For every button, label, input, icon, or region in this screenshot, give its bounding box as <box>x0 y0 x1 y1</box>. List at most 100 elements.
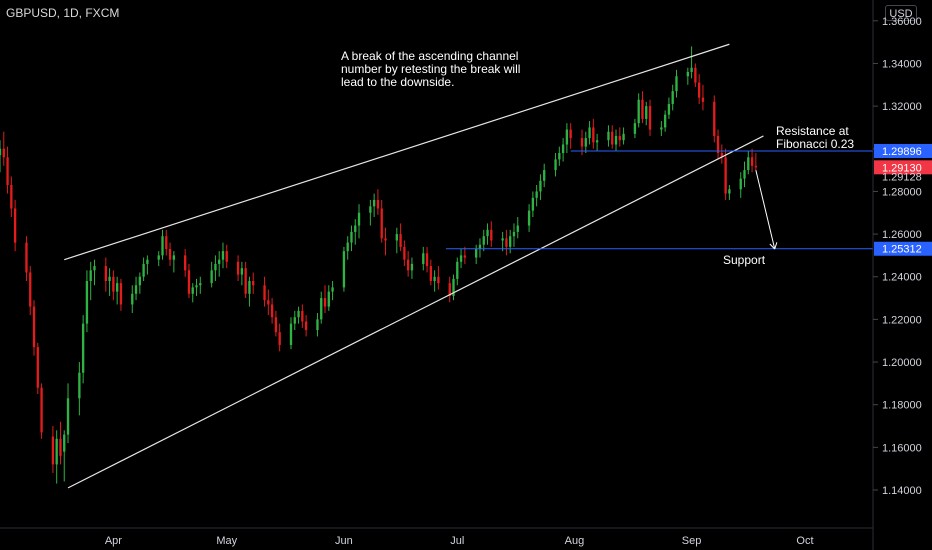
candle-body <box>327 291 330 307</box>
x-tick-label: Oct <box>796 535 813 547</box>
down-arrow-shaft <box>755 169 776 250</box>
candle-body <box>138 276 142 286</box>
candle-body <box>146 259 149 264</box>
candle-body <box>221 251 225 260</box>
candle-body <box>463 255 467 258</box>
candle-body <box>32 306 36 348</box>
candle-body <box>89 270 92 281</box>
candles <box>0 46 758 484</box>
candle-body <box>0 148 2 156</box>
candle-body <box>403 246 406 260</box>
candle-body <box>558 153 561 160</box>
x-tick-label: Jun <box>335 535 353 547</box>
candle-body <box>531 197 535 211</box>
candle-body <box>119 283 123 305</box>
price-badge-label: 1.25312 <box>882 244 922 256</box>
candle-body <box>713 101 716 136</box>
candle-body <box>422 253 425 264</box>
candle-body <box>505 238 508 247</box>
candle-body <box>694 67 697 83</box>
candle-body <box>304 321 308 331</box>
candle-body <box>452 278 455 296</box>
candle-body <box>25 242 28 273</box>
candle-body <box>512 231 516 237</box>
candle-body <box>607 131 610 141</box>
candle-body <box>85 280 89 324</box>
candle-body <box>78 372 81 399</box>
candle-body <box>686 71 689 77</box>
candle-body <box>641 99 644 119</box>
candle-body <box>36 347 39 388</box>
candle-body <box>509 236 512 247</box>
candle-body <box>622 133 625 141</box>
candle-body <box>184 255 187 271</box>
candle-body <box>592 127 595 143</box>
candle-body <box>425 253 429 267</box>
candle-body <box>350 231 353 243</box>
candle-body <box>750 157 754 166</box>
candle-body <box>320 298 323 320</box>
resistance-note: Resistance at Fibonacci 0.23 <box>776 124 855 151</box>
candle-body <box>274 317 278 333</box>
candle-body <box>357 212 361 226</box>
candle-body <box>244 268 247 294</box>
price-badge-label: 1.29128 <box>882 171 922 183</box>
candle-body <box>501 238 504 241</box>
candle-body <box>448 283 451 296</box>
candle-body <box>225 251 228 262</box>
candle-body <box>55 438 58 465</box>
candle-body <box>372 199 376 207</box>
price-badge-label: 1.29896 <box>882 146 922 158</box>
candle-body <box>384 238 387 241</box>
y-tick-label: 1.28000 <box>882 186 922 198</box>
candle-body <box>210 270 213 284</box>
candle-body <box>161 236 164 256</box>
candle-body <box>376 199 380 209</box>
candle-body <box>6 157 9 186</box>
y-tick-label: 1.36000 <box>882 16 922 28</box>
candle-body <box>354 225 357 232</box>
candle-body <box>81 323 85 373</box>
candle-body <box>482 236 485 245</box>
candle-body <box>701 97 705 102</box>
price-badge <box>874 160 932 175</box>
y-tick-label: 1.26000 <box>882 229 922 241</box>
candle-body <box>433 276 436 281</box>
candle-body <box>248 280 251 294</box>
candle-body <box>63 434 66 452</box>
y-tick-label: 1.16000 <box>882 442 922 454</box>
candle-body <box>406 259 410 271</box>
candle-body <box>187 270 191 294</box>
candle-body <box>595 140 599 143</box>
candle-body <box>429 266 433 281</box>
candle-body <box>93 266 96 271</box>
candle-body <box>516 225 519 232</box>
candle-body <box>720 153 724 158</box>
y-tick-label: 1.18000 <box>882 400 922 412</box>
candle-body <box>240 268 244 275</box>
drawings <box>64 43 873 489</box>
candle-body <box>667 103 671 115</box>
candle-body <box>486 229 489 237</box>
candle-body <box>342 251 346 288</box>
y-tick-label: 1.22000 <box>882 314 922 326</box>
candle-body <box>697 82 701 98</box>
candle-body <box>289 323 293 345</box>
candle-body <box>293 317 296 324</box>
candle-body <box>580 138 584 147</box>
candle-body <box>475 249 478 258</box>
down-arrow-head <box>769 243 776 250</box>
candle-body <box>399 234 402 247</box>
x-tick-label: Aug <box>565 535 585 547</box>
candle-body <box>278 332 281 345</box>
candle-body <box>410 263 414 271</box>
y-tick-label: 1.24000 <box>882 272 922 284</box>
candle-body <box>663 114 667 128</box>
channel-top-line <box>64 43 730 261</box>
currency-button[interactable]: USD <box>885 5 917 21</box>
candle-body <box>108 276 111 281</box>
candle-body <box>690 67 693 72</box>
candle-body <box>747 157 750 171</box>
candle-body <box>728 189 731 194</box>
